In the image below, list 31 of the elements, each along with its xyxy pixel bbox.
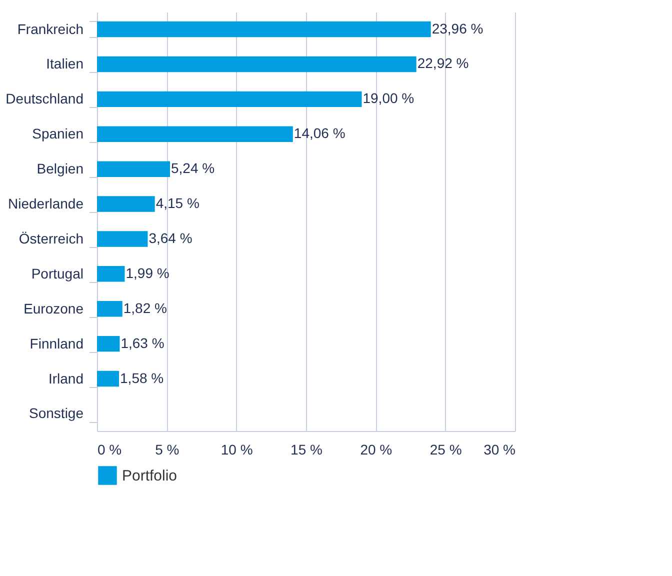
y-tick-label: Österreich <box>18 230 84 246</box>
y-tick-label: Deutschland <box>6 90 84 107</box>
data-label: 4,15 % <box>156 195 200 212</box>
y-tick-label: Portugal <box>31 265 84 282</box>
data-label: 3,64 % <box>148 230 192 246</box>
data-label: 19,00 % <box>362 90 414 106</box>
data-label: 1,82 % <box>123 300 167 316</box>
y-tick-label: Spanien <box>32 126 84 142</box>
data-label: 1,58 % <box>120 370 164 386</box>
data-label: 23,96 % <box>432 20 484 36</box>
legend-label: Portfolio <box>122 468 178 484</box>
data-label: 14,06 % <box>294 125 346 142</box>
data-label: 1,99 % <box>126 264 170 281</box>
x-tick-label: 25 % <box>430 442 462 458</box>
y-tick-label: Irland <box>48 370 84 386</box>
x-tick-label: 15 % <box>290 442 322 458</box>
x-tick-label: 5 % <box>155 442 180 458</box>
data-label: 5,24 % <box>171 160 215 176</box>
y-tick-label: Finnland <box>30 335 84 352</box>
y-tick-label: Belgien <box>36 160 84 177</box>
y-tick-label: Italien <box>46 56 84 72</box>
x-tick-label: 30 % <box>484 442 516 458</box>
y-tick-label: Frankreich <box>17 20 84 37</box>
y-tick-label: Eurozone <box>24 300 84 316</box>
data-label: 22,92 % <box>417 55 469 72</box>
data-label: 1,63 % <box>120 334 164 351</box>
y-tick-label: Niederlande <box>8 196 84 212</box>
x-tick-label: 0 % <box>98 442 122 458</box>
x-tick-label: 10 % <box>220 442 253 458</box>
y-tick-label: Sonstige <box>29 405 84 422</box>
x-tick-label: 20 % <box>360 442 392 458</box>
